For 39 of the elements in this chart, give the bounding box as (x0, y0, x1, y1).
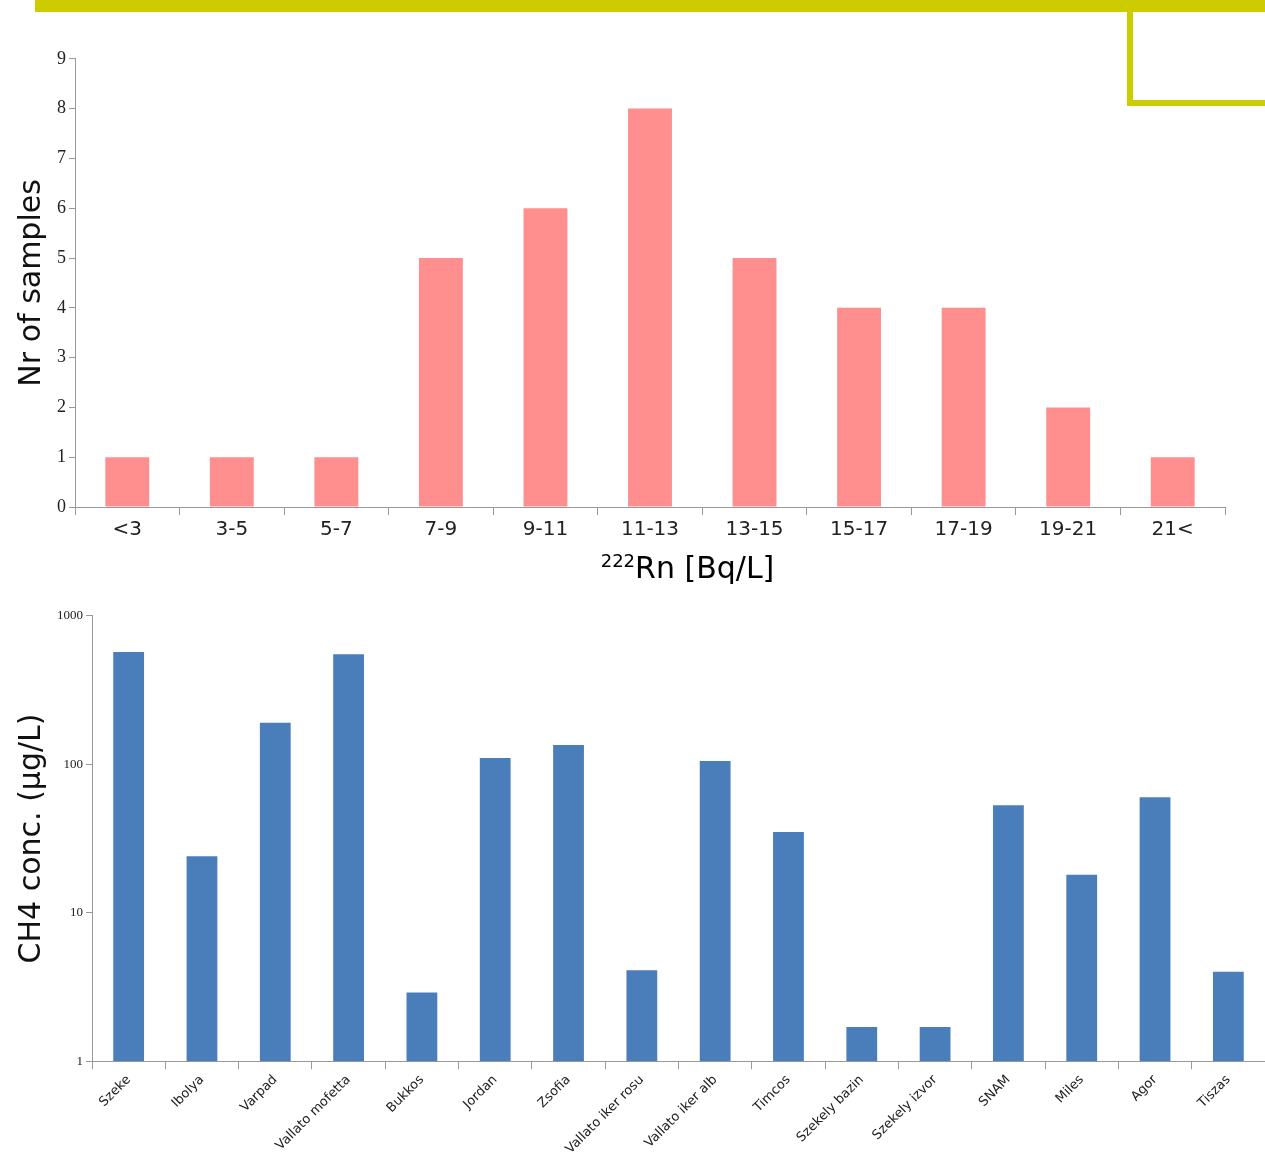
bar (941, 307, 986, 507)
y-axis-title: CH4 conc. (µg/L) (11, 713, 47, 964)
y-axis-title: Nr of samples (11, 179, 47, 387)
y-tick-label: 8 (57, 97, 66, 118)
y-tick-label: 100 (63, 755, 83, 771)
y-tick-label: 1 (76, 1052, 83, 1068)
y-tick-label: 9 (57, 47, 66, 68)
x-tick-label: <3 (112, 516, 143, 541)
y-tick-label: 7 (57, 147, 66, 168)
x-tick-label: 9-11 (522, 516, 569, 541)
bar (314, 457, 359, 507)
y-tick-label: 2 (57, 396, 66, 417)
bar (837, 307, 882, 507)
x-tick-label: 3-5 (215, 516, 249, 541)
bar (628, 108, 672, 507)
bar (523, 208, 568, 507)
x-tick-label: 7-9 (424, 516, 458, 541)
x-tick-label: 17-19 (934, 516, 993, 541)
x-tick-label: 13-15 (725, 516, 784, 541)
bar (418, 258, 463, 507)
bar (105, 457, 150, 507)
bar (1046, 407, 1091, 507)
y-tick-label: 1000 (57, 607, 83, 623)
y-tick-label: 0 (57, 495, 66, 516)
x-tick-label: 15-17 (830, 516, 889, 541)
y-tick-label: 5 (57, 246, 66, 267)
bar (732, 258, 777, 507)
x-tick-label: 11-13 (620, 516, 680, 541)
y-tick-label: 1 (57, 445, 66, 466)
x-tick-label: 21< (1151, 516, 1194, 541)
x-tick-label: 19-21 (1039, 516, 1098, 541)
y-tick-label: 10 (70, 904, 83, 920)
bar (1150, 457, 1195, 507)
bar (209, 457, 254, 507)
x-axis-title: $^{222}$Rn [Bq/L] (599, 550, 776, 585)
y-tick-label: 6 (57, 196, 66, 217)
y-tick-label: 4 (57, 296, 66, 317)
y-tick-label: 3 (57, 346, 66, 367)
x-tick-label: 5-7 (320, 516, 353, 541)
